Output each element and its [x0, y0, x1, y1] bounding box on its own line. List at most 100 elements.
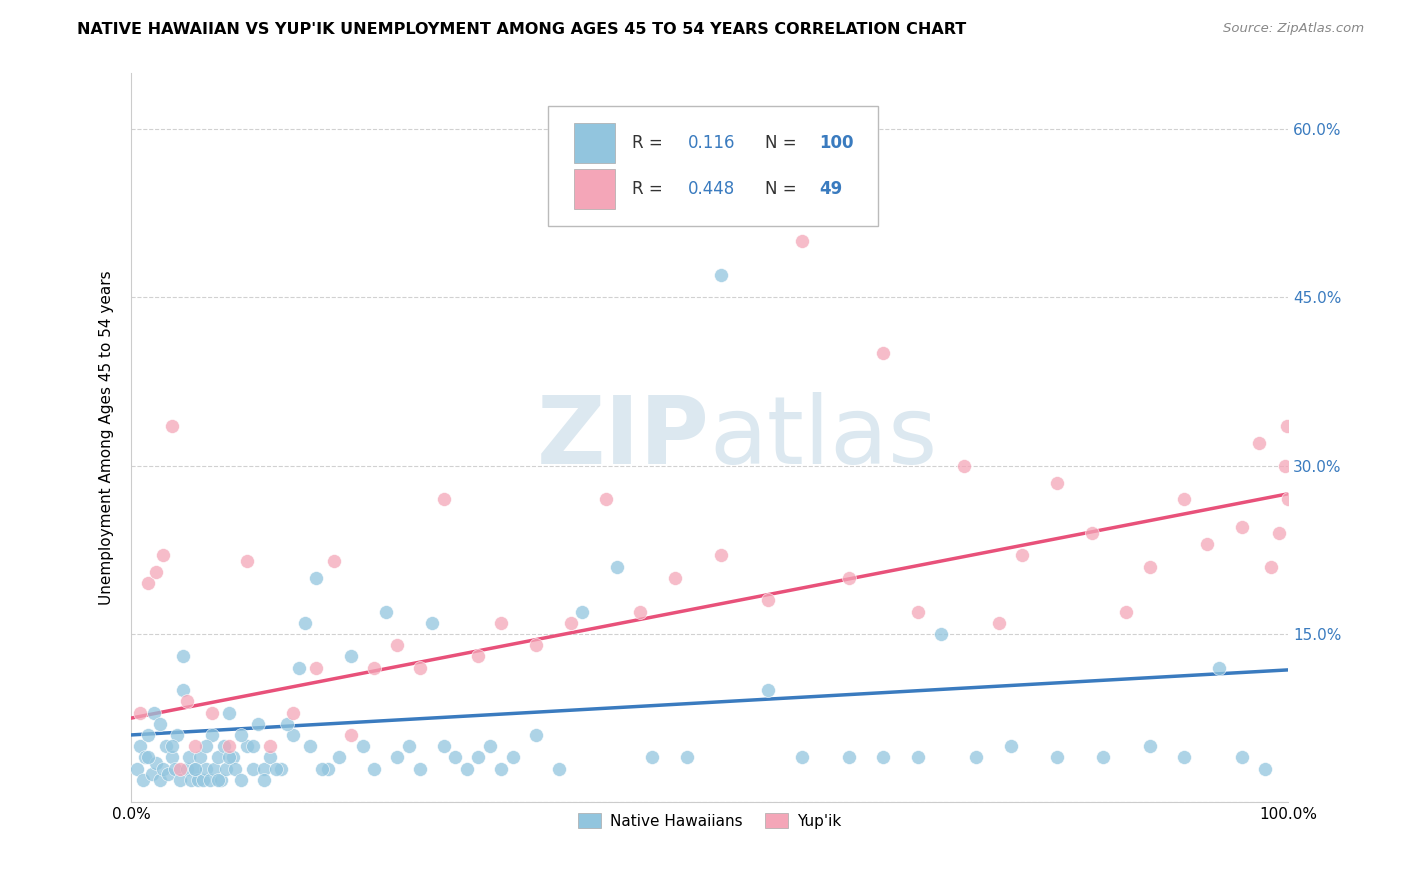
Point	[872, 750, 894, 764]
Point	[548, 762, 571, 776]
Point	[988, 615, 1011, 630]
Point	[1139, 739, 1161, 754]
Point	[229, 772, 252, 787]
Text: Source: ZipAtlas.com: Source: ZipAtlas.com	[1223, 22, 1364, 36]
Point	[209, 772, 232, 787]
Point	[792, 234, 814, 248]
Point	[281, 706, 304, 720]
Point	[1011, 549, 1033, 563]
Point	[152, 549, 174, 563]
Point	[756, 593, 779, 607]
Point	[125, 762, 148, 776]
Point	[872, 346, 894, 360]
Point	[131, 772, 153, 787]
Point	[195, 762, 218, 776]
Point	[253, 772, 276, 787]
Point	[160, 419, 183, 434]
Point	[628, 605, 651, 619]
Point	[444, 750, 467, 764]
Point	[432, 492, 454, 507]
Text: R =: R =	[633, 180, 668, 198]
Point	[183, 762, 205, 776]
Point	[202, 762, 225, 776]
Point	[387, 638, 409, 652]
Point	[259, 750, 281, 764]
Point	[467, 750, 489, 764]
Point	[259, 739, 281, 754]
Point	[491, 762, 513, 776]
Point	[160, 750, 183, 764]
Text: NATIVE HAWAIIAN VS YUP'IK UNEMPLOYMENT AMONG AGES 45 TO 54 YEARS CORRELATION CHA: NATIVE HAWAIIAN VS YUP'IK UNEMPLOYMENT A…	[77, 22, 966, 37]
Point	[1277, 419, 1299, 434]
Text: N =: N =	[765, 134, 803, 152]
Point	[1230, 750, 1253, 764]
Point	[129, 706, 152, 720]
Point	[138, 750, 160, 764]
Point	[456, 762, 478, 776]
Point	[467, 649, 489, 664]
Point	[129, 739, 152, 754]
Point	[1092, 750, 1115, 764]
Point	[838, 571, 860, 585]
Point	[242, 739, 264, 754]
Point	[177, 750, 200, 764]
Point	[1208, 660, 1230, 674]
Point	[965, 750, 987, 764]
Point	[1274, 458, 1296, 473]
Point	[149, 772, 172, 787]
Point	[288, 660, 311, 674]
Point	[138, 576, 160, 591]
Point	[1268, 526, 1291, 541]
Point	[595, 492, 617, 507]
Point	[571, 605, 593, 619]
Point	[1277, 492, 1299, 507]
Legend: Native Hawaiians, Yup'ik: Native Hawaiians, Yup'ik	[572, 806, 848, 835]
Point	[478, 739, 501, 754]
Point	[491, 615, 513, 630]
Point	[180, 772, 202, 787]
Point	[340, 728, 363, 742]
Point	[160, 739, 183, 754]
Point	[710, 268, 733, 282]
Point	[236, 554, 259, 568]
Text: 100: 100	[820, 134, 855, 152]
Text: 49: 49	[820, 180, 844, 198]
Point	[218, 750, 240, 764]
Point	[190, 750, 212, 764]
Point	[176, 762, 198, 776]
Point	[502, 750, 524, 764]
Point	[1046, 750, 1069, 764]
Point	[201, 728, 224, 742]
Point	[664, 571, 686, 585]
Point	[1249, 436, 1271, 450]
Point	[560, 615, 582, 630]
Point	[236, 739, 259, 754]
Point	[145, 566, 167, 580]
Point	[143, 706, 166, 720]
Point	[166, 728, 188, 742]
Point	[907, 750, 929, 764]
Point	[675, 750, 697, 764]
Point	[172, 683, 194, 698]
Point	[756, 683, 779, 698]
Point	[311, 762, 333, 776]
Point	[281, 728, 304, 742]
Point	[157, 767, 180, 781]
Point	[222, 750, 245, 764]
Point	[207, 750, 229, 764]
Point	[163, 762, 186, 776]
Point	[363, 660, 385, 674]
Point	[253, 762, 276, 776]
Text: R =: R =	[633, 134, 668, 152]
Point	[953, 458, 976, 473]
Point	[145, 756, 167, 770]
Point	[191, 772, 214, 787]
Point	[1173, 492, 1195, 507]
Point	[1197, 537, 1219, 551]
Point	[169, 772, 191, 787]
Point	[207, 772, 229, 787]
Text: N =: N =	[765, 180, 803, 198]
Point	[299, 739, 322, 754]
Text: ZIP: ZIP	[537, 392, 710, 483]
Y-axis label: Unemployment Among Ages 45 to 54 years: Unemployment Among Ages 45 to 54 years	[100, 270, 114, 605]
